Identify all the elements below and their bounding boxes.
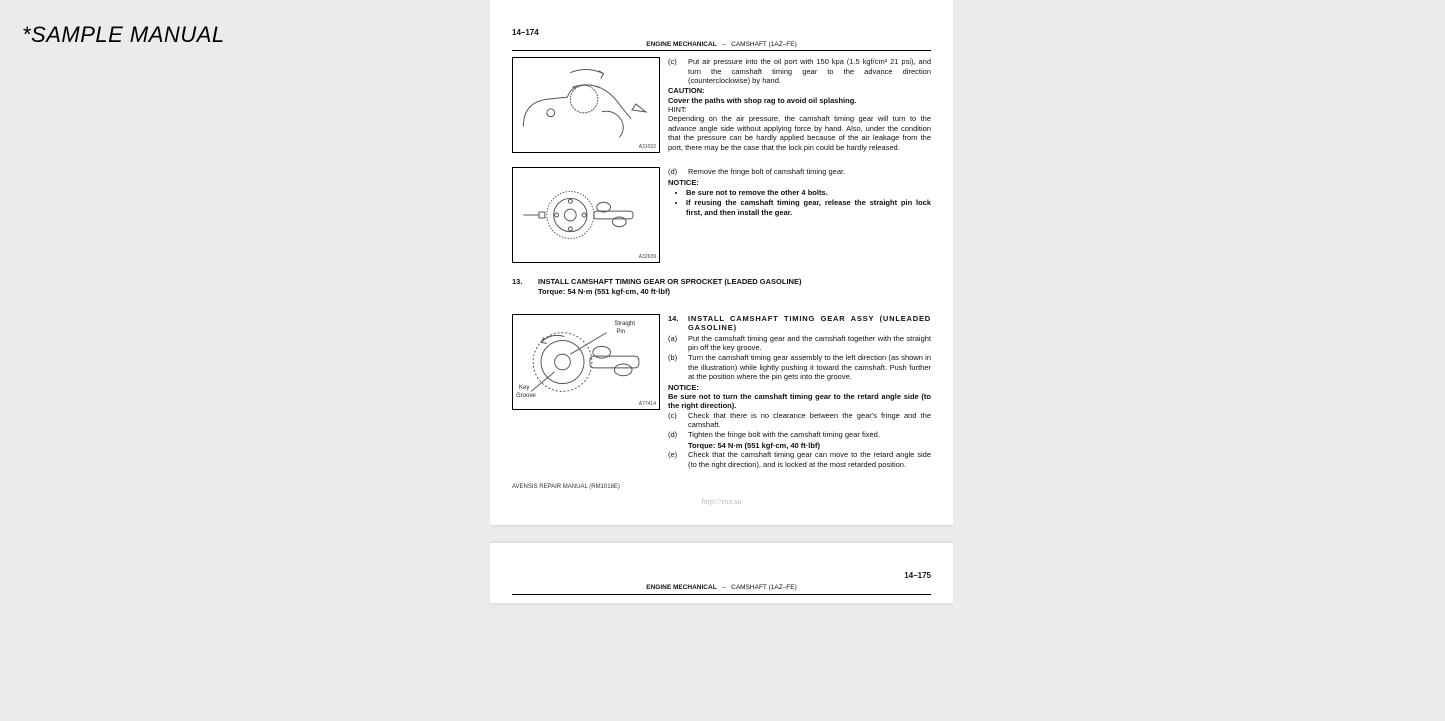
step-14e-text: Check that the camshaft timing gear can … xyxy=(688,450,931,469)
page-number: 14–174 xyxy=(512,28,931,38)
fig3-label-b: Pin xyxy=(616,329,625,337)
header-section: ENGINE MECHANICAL xyxy=(646,41,716,48)
step-13-torque: Torque: 54 N·m (551 kgf·cm, 40 ft·lbf) xyxy=(538,287,801,296)
step-14-text: 14. INSTALL CAMSHAFT TIMING GEAR ASSY (U… xyxy=(668,314,931,470)
figure-3: Straight Pin Key Groove A77414 xyxy=(512,314,660,410)
notice-item-1: Be sure not to remove the other 4 bolts. xyxy=(686,188,931,197)
header-sub: CAMSHAFT (1AZ–FE) xyxy=(731,41,797,48)
step-14c-label: (c) xyxy=(668,411,682,430)
page-footer: AVENSIS REPAIR MANUAL (RM1018E) xyxy=(512,484,931,492)
step-c-text: Put air pressure into the oil port with … xyxy=(688,57,931,85)
figure-1: A31032 xyxy=(512,57,660,153)
step-c-label: (c) xyxy=(668,57,682,85)
step-14d-label: (d) xyxy=(668,430,682,439)
page-header: ENGINE MECHANICAL – CAMSHAFT (1AZ–FE) xyxy=(512,41,931,51)
page-number-2: 14–175 xyxy=(512,571,931,581)
step-13-title: INSTALL CAMSHAFT TIMING GEAR OR SPROCKET… xyxy=(538,277,801,286)
notice-label: NOTICE: xyxy=(668,178,931,187)
figure-1-id: A31032 xyxy=(639,144,656,150)
step-14-title: INSTALL CAMSHAFT TIMING GEAR ASSY (UNLEA… xyxy=(688,314,931,333)
hint-label: HINT: xyxy=(668,105,931,114)
step-14e-label: (e) xyxy=(668,450,682,469)
header-sep-2: – xyxy=(722,584,726,591)
caution-text: Cover the paths with shop rag to avoid o… xyxy=(668,96,931,105)
step-d-label: (d) xyxy=(668,167,682,176)
step-14a-text: Put the camshaft timing gear and the cam… xyxy=(688,334,931,353)
url-watermark: http://vnx.su xyxy=(512,497,931,507)
figure-2: A32639 xyxy=(512,167,660,263)
step-14b-label: (b) xyxy=(668,353,682,381)
fig3-label-a: Straight xyxy=(614,321,635,329)
figure-3-id: A77414 xyxy=(639,401,656,407)
section-2: A32639 (d) Remove the fringe bolt of cam… xyxy=(512,167,931,263)
step-d-text: Remove the fringe bolt of camshaft timin… xyxy=(688,167,845,176)
fig3-label-d: Groove xyxy=(516,393,536,401)
step-14d-torque: Torque: 54 N·m (551 kgf·cm, 40 ft·lbf) xyxy=(688,441,931,450)
caution-label: CAUTION: xyxy=(668,86,931,95)
step-14-notice-text: Be sure not to turn the camshaft timing … xyxy=(668,392,931,411)
block2-text: (d) Remove the fringe bolt of camshaft t… xyxy=(668,167,931,263)
header-sub-2: CAMSHAFT (1AZ–FE) xyxy=(731,584,797,591)
document-viewport: 14–174 ENGINE MECHANICAL – CAMSHAFT (1AZ… xyxy=(490,0,953,721)
step-14a-label: (a) xyxy=(668,334,682,353)
hint-text: Depending on the air pressure, the camsh… xyxy=(668,114,931,152)
section-3: Straight Pin Key Groove A77414 14. INSTA… xyxy=(512,314,931,470)
step-14-no: 14. xyxy=(668,314,682,333)
block1-text: (c) Put air pressure into the oil port w… xyxy=(668,57,931,153)
section-1: A31032 (c) Put air pressure into the oil… xyxy=(512,57,931,153)
fig3-label-c: Key xyxy=(519,385,529,393)
page-header-2: ENGINE MECHANICAL – CAMSHAFT (1AZ–FE) xyxy=(512,584,931,594)
step-14-notice-label: NOTICE: xyxy=(668,383,931,392)
step-14b-text: Turn the camshaft timing gear assembly t… xyxy=(688,353,931,381)
figure-2-id: A32639 xyxy=(639,254,656,260)
notice-item-2: If reusing the camshaft timing gear, rel… xyxy=(686,198,931,217)
step-14c-text: Check that there is no clearance between… xyxy=(688,411,931,430)
header-section-2: ENGINE MECHANICAL xyxy=(646,584,716,591)
step-14d-text: Tighten the fringe bolt with the camshaf… xyxy=(688,430,880,439)
header-sep: – xyxy=(722,41,726,48)
sample-watermark: *SAMPLE MANUAL xyxy=(22,22,225,48)
step-13: 13. INSTALL CAMSHAFT TIMING GEAR OR SPRO… xyxy=(512,277,931,296)
manual-page-2: 14–175 ENGINE MECHANICAL – CAMSHAFT (1AZ… xyxy=(490,543,953,603)
step-13-no: 13. xyxy=(512,277,530,296)
manual-page-1: 14–174 ENGINE MECHANICAL – CAMSHAFT (1AZ… xyxy=(490,0,953,525)
